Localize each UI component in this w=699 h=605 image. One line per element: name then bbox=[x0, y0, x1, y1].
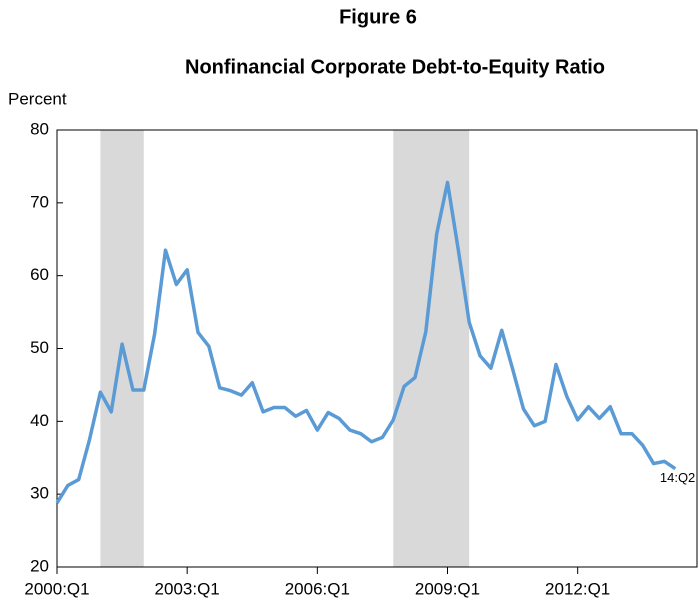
x-tick-label: 2009:Q1 bbox=[415, 579, 480, 598]
y-tick-label: 20 bbox=[30, 556, 49, 575]
y-axis-label: Percent bbox=[8, 89, 67, 108]
data-line bbox=[55, 180, 677, 504]
end-annotation: 14:Q2 bbox=[660, 470, 695, 485]
y-tick-label: 60 bbox=[30, 265, 49, 284]
x-tick-label: 2012:Q1 bbox=[545, 579, 610, 598]
figure-label: Figure 6 bbox=[339, 6, 417, 28]
recession-band bbox=[393, 130, 470, 567]
y-tick-label: 40 bbox=[30, 411, 49, 430]
y-tick-label: 80 bbox=[30, 119, 49, 138]
x-tick-label: 2003:Q1 bbox=[155, 579, 220, 598]
chart-title: Nonfinancial Corporate Debt-to-Equity Ra… bbox=[185, 56, 605, 78]
y-tick-label: 70 bbox=[30, 192, 49, 211]
y-tick-label: 50 bbox=[30, 338, 49, 357]
y-tick-label: 30 bbox=[30, 484, 49, 503]
x-tick-label: 2006:Q1 bbox=[285, 579, 350, 598]
x-tick-label: 2000:Q1 bbox=[24, 579, 89, 598]
